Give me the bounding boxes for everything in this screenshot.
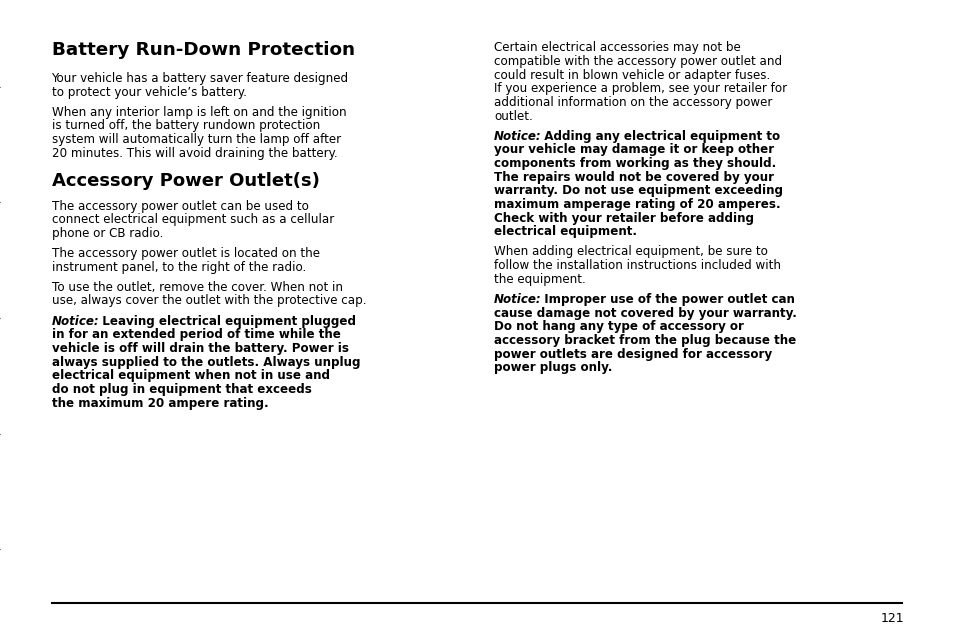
Text: The accessory power outlet can be used to: The accessory power outlet can be used t… [51, 200, 308, 212]
Text: Do not hang any type of accessory or: Do not hang any type of accessory or [494, 320, 743, 333]
Text: the maximum 20 ampere rating.: the maximum 20 ampere rating. [51, 396, 268, 410]
Text: The repairs would not be covered by your: The repairs would not be covered by your [494, 170, 774, 184]
Text: system will automatically turn the lamp off after: system will automatically turn the lamp … [51, 133, 340, 146]
Text: Notice:: Notice: [494, 130, 541, 142]
Text: When any interior lamp is left on and the ignition: When any interior lamp is left on and th… [51, 106, 346, 118]
Text: your vehicle may damage it or keep other: your vehicle may damage it or keep other [494, 143, 774, 156]
Text: accessory bracket from the plug because the: accessory bracket from the plug because … [494, 334, 796, 347]
Text: Notice:: Notice: [51, 314, 99, 328]
Text: do not plug in equipment that exceeds: do not plug in equipment that exceeds [51, 383, 311, 396]
Text: power outlets are designed for accessory: power outlets are designed for accessory [494, 347, 772, 361]
Text: use, always cover the outlet with the protective cap.: use, always cover the outlet with the pr… [51, 294, 366, 307]
Text: connect electrical equipment such as a cellular: connect electrical equipment such as a c… [51, 213, 334, 226]
Text: components from working as they should.: components from working as they should. [494, 157, 776, 170]
Text: 121: 121 [880, 612, 903, 625]
Text: Certain electrical accessories may not be: Certain electrical accessories may not b… [494, 41, 740, 54]
Text: instrument panel, to the right of the radio.: instrument panel, to the right of the ra… [51, 261, 306, 273]
Text: to protect your vehicle’s battery.: to protect your vehicle’s battery. [51, 85, 246, 99]
Text: When adding electrical equipment, be sure to: When adding electrical equipment, be sur… [494, 245, 767, 258]
Text: vehicle is off will drain the battery. Power is: vehicle is off will drain the battery. P… [51, 342, 348, 355]
Text: compatible with the accessory power outlet and: compatible with the accessory power outl… [494, 55, 781, 68]
Text: electrical equipment when not in use and: electrical equipment when not in use and [51, 369, 329, 382]
Text: Battery Run-Down Protection: Battery Run-Down Protection [51, 41, 355, 59]
Text: warranty. Do not use equipment exceeding: warranty. Do not use equipment exceeding [494, 184, 782, 197]
Text: outlet.: outlet. [494, 109, 533, 123]
Text: follow the installation instructions included with: follow the installation instructions inc… [494, 259, 781, 272]
Text: maximum amperage rating of 20 amperes.: maximum amperage rating of 20 amperes. [494, 198, 780, 211]
Text: in for an extended period of time while the: in for an extended period of time while … [51, 328, 340, 341]
Text: additional information on the accessory power: additional information on the accessory … [494, 96, 772, 109]
Text: the equipment.: the equipment. [494, 273, 585, 286]
Text: could result in blown vehicle or adapter fuses.: could result in blown vehicle or adapter… [494, 69, 770, 81]
Text: is turned off, the battery rundown protection: is turned off, the battery rundown prote… [51, 119, 319, 132]
Text: phone or CB radio.: phone or CB radio. [51, 227, 163, 240]
Text: If you experience a problem, see your retailer for: If you experience a problem, see your re… [494, 82, 786, 95]
Text: Improper use of the power outlet can: Improper use of the power outlet can [536, 293, 795, 306]
Text: The accessory power outlet is located on the: The accessory power outlet is located on… [51, 247, 319, 260]
Text: To use the outlet, remove the cover. When not in: To use the outlet, remove the cover. Whe… [51, 280, 342, 294]
Text: Leaving electrical equipment plugged: Leaving electrical equipment plugged [93, 314, 355, 328]
Text: power plugs only.: power plugs only. [494, 361, 612, 374]
Text: 20 minutes. This will avoid draining the battery.: 20 minutes. This will avoid draining the… [51, 146, 336, 160]
Text: Check with your retailer before adding: Check with your retailer before adding [494, 212, 754, 225]
Text: Your vehicle has a battery saver feature designed: Your vehicle has a battery saver feature… [51, 72, 348, 85]
Text: electrical equipment.: electrical equipment. [494, 225, 637, 238]
Text: Accessory Power Outlet(s): Accessory Power Outlet(s) [51, 172, 319, 190]
Text: Adding any electrical equipment to: Adding any electrical equipment to [536, 130, 780, 142]
Text: always supplied to the outlets. Always unplug: always supplied to the outlets. Always u… [51, 356, 359, 368]
Text: Notice:: Notice: [494, 293, 541, 306]
Text: cause damage not covered by your warranty.: cause damage not covered by your warrant… [494, 307, 796, 319]
